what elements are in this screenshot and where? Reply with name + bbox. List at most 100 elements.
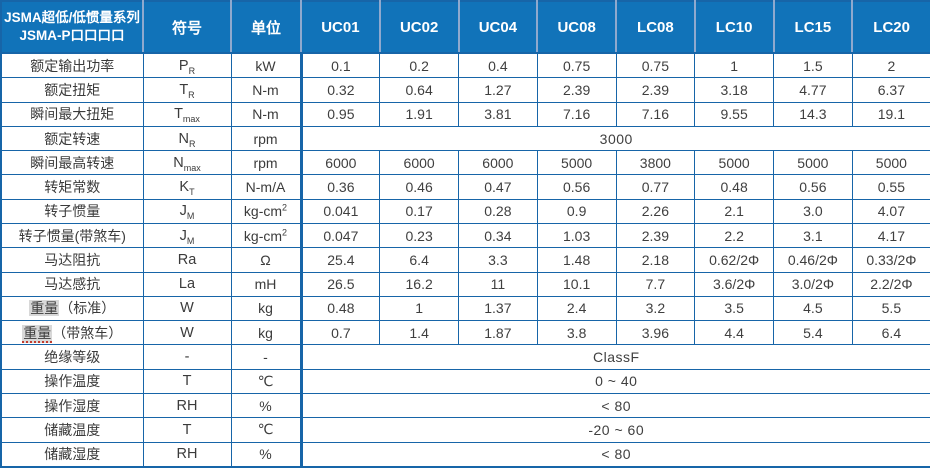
unit-cell: mH xyxy=(230,271,303,297)
value-cell: 0.46 xyxy=(379,174,459,200)
value-cell: 1.48 xyxy=(536,247,617,273)
model-column-header-lc20: LC20 xyxy=(851,1,930,54)
symbol-cell: PR xyxy=(142,52,232,79)
value-cell: 1.03 xyxy=(536,222,617,249)
value-cell: 6000 xyxy=(379,150,459,176)
value-cell: 0.23 xyxy=(379,222,459,249)
row-label: 操作湿度 xyxy=(0,392,144,419)
value-cell: 0.7 xyxy=(300,320,381,346)
symbol-cell: La xyxy=(142,271,232,297)
symbol-cell: JM xyxy=(142,198,232,225)
symbol-cell: - xyxy=(142,344,232,370)
value-cell: 25.4 xyxy=(300,247,381,273)
symbol-cell: RH xyxy=(142,441,232,468)
value-cell: 1.4 xyxy=(379,320,459,346)
symbol-cell: Nmax xyxy=(142,150,232,176)
value-cell: 1.87 xyxy=(458,320,538,346)
table-row: 转子惯量(带煞车) JM kg-cm2 0.047 0.23 0.34 1.03 2.39 2.… xyxy=(0,222,930,249)
value-cell: 0.48 xyxy=(300,295,381,322)
value-cell: 0.4 xyxy=(458,52,538,79)
unit-cell: Ω xyxy=(230,247,303,273)
value-cell: 0.47 xyxy=(458,174,538,200)
unit-cell: N-m xyxy=(230,77,303,103)
merged-value-cell: 0 ~ 40 xyxy=(300,368,930,394)
series-title-line1: JSMA超低/低惯量系列 xyxy=(4,9,140,25)
table-row: 储藏湿度 RH% < 80 xyxy=(0,441,930,468)
row-label-text: （带煞车） xyxy=(52,324,123,341)
row-label-text: 操作温度 xyxy=(44,373,101,390)
value-cell: 1.37 xyxy=(458,295,538,322)
value-cell: 3.96 xyxy=(615,320,696,346)
unit-cell: kW xyxy=(230,52,303,79)
row-label: 转矩常数 xyxy=(0,174,144,200)
unit-cell: ℃ xyxy=(230,368,303,394)
model-column-header-uc02: UC02 xyxy=(378,1,459,54)
value-cell: 2.26 xyxy=(615,198,696,225)
value-cell: 2.39 xyxy=(536,77,617,103)
symbol-column-header: 符号 xyxy=(142,1,231,54)
unit-cell: kg-cm2 xyxy=(230,198,303,225)
value-cell: 9.55 xyxy=(694,101,774,127)
row-label-text: 额定转速 xyxy=(44,130,101,147)
row-label-text: 转矩常数 xyxy=(44,179,101,196)
model-column-header-lc10: LC10 xyxy=(693,1,774,54)
table-row: 储藏温度 T ℃ -20 ~ 60 xyxy=(0,417,930,443)
row-label: 绝缘等级 xyxy=(0,344,144,370)
row-label: 储藏温度 xyxy=(0,417,144,443)
model-column-header-uc08: UC08 xyxy=(536,1,616,54)
row-label-text: 转子惯量 xyxy=(44,203,101,220)
value-cell: 3.1 xyxy=(773,222,853,249)
row-label-text: 瞬间最大扭矩 xyxy=(30,106,115,123)
symbol-cell: JM xyxy=(142,222,232,249)
value-cell: 2.2 xyxy=(694,222,774,249)
symbol-cell: W xyxy=(142,295,232,322)
table-row: 额定扭矩 TR N-m 0.32 0.64 1.27 2.39 2.39 3.18 4.77 6.3… xyxy=(0,77,930,103)
value-cell: 1.91 xyxy=(379,101,459,127)
row-label: 额定扭矩 xyxy=(0,77,144,103)
value-cell: 3800 xyxy=(615,150,696,176)
value-cell: 3.2 xyxy=(615,295,696,322)
value-cell: 0.36 xyxy=(300,174,381,200)
series-title: JSMA超低/低惯量系列 JSMA-P口口口口 xyxy=(1,1,143,54)
value-cell: 0.2 xyxy=(379,52,459,79)
value-cell: 0.17 xyxy=(379,198,459,225)
table-row: 操作湿度 RH% < 80 xyxy=(0,392,930,419)
value-cell: 4.77 xyxy=(773,77,853,103)
value-cell: 2.39 xyxy=(615,222,696,249)
symbol-cell: NR xyxy=(142,125,232,152)
row-label: 重量（标准） xyxy=(0,295,144,322)
value-cell: 6.37 xyxy=(851,77,930,103)
table-row: 马达阻抗 Ra Ω 25.4 6.4 3.3 1.48 2.18 0.62/2Φ 0.46/2Φ 0… xyxy=(0,247,930,273)
symbol-cell: KT xyxy=(142,174,232,200)
unit-cell: N-m xyxy=(230,101,303,127)
table-row: 转矩常数 KT N-m/A 0.36 0.46 0.47 0.56 0.77 0.48 0.56 0… xyxy=(0,174,930,200)
row-label-text: 重量 xyxy=(29,300,60,317)
symbol-cell: Ra xyxy=(142,247,232,273)
value-cell: 4.07 xyxy=(851,198,930,225)
table-row: 转子惯量 JM kg-cm2 0.041 0.17 0.28 0.9 2.26 2.1 3.0 4.… xyxy=(0,198,930,225)
model-column-header-uc04: UC04 xyxy=(457,1,538,54)
unit-cell: kg-cm2 xyxy=(230,222,303,249)
value-cell: 5.4 xyxy=(773,320,853,346)
row-label-text: 储藏温度 xyxy=(44,421,101,438)
symbol-cell: Tmax xyxy=(142,101,232,127)
value-cell: 0.32 xyxy=(300,77,381,103)
value-cell: 5.5 xyxy=(851,295,930,322)
symbol-cell: W xyxy=(142,320,232,346)
value-cell: 5000 xyxy=(694,150,774,176)
row-label-text: 瞬间最高转速 xyxy=(30,154,115,171)
merged-value-cell: < 80 xyxy=(300,441,930,468)
value-cell: 0.77 xyxy=(615,174,696,200)
row-label: 转子惯量 xyxy=(0,198,144,225)
row-label: 操作温度 xyxy=(0,368,144,394)
value-cell: 3.6/2Φ xyxy=(694,271,774,297)
row-label: 额定转速 xyxy=(0,125,144,152)
row-label-text: 马达感抗 xyxy=(44,276,101,293)
value-cell: 6.4 xyxy=(379,247,459,273)
value-cell: 1 xyxy=(694,52,774,79)
value-cell: 11 xyxy=(458,271,538,297)
merged-value-cell: ClassF xyxy=(300,344,930,370)
value-cell: 19.1 xyxy=(851,101,930,127)
